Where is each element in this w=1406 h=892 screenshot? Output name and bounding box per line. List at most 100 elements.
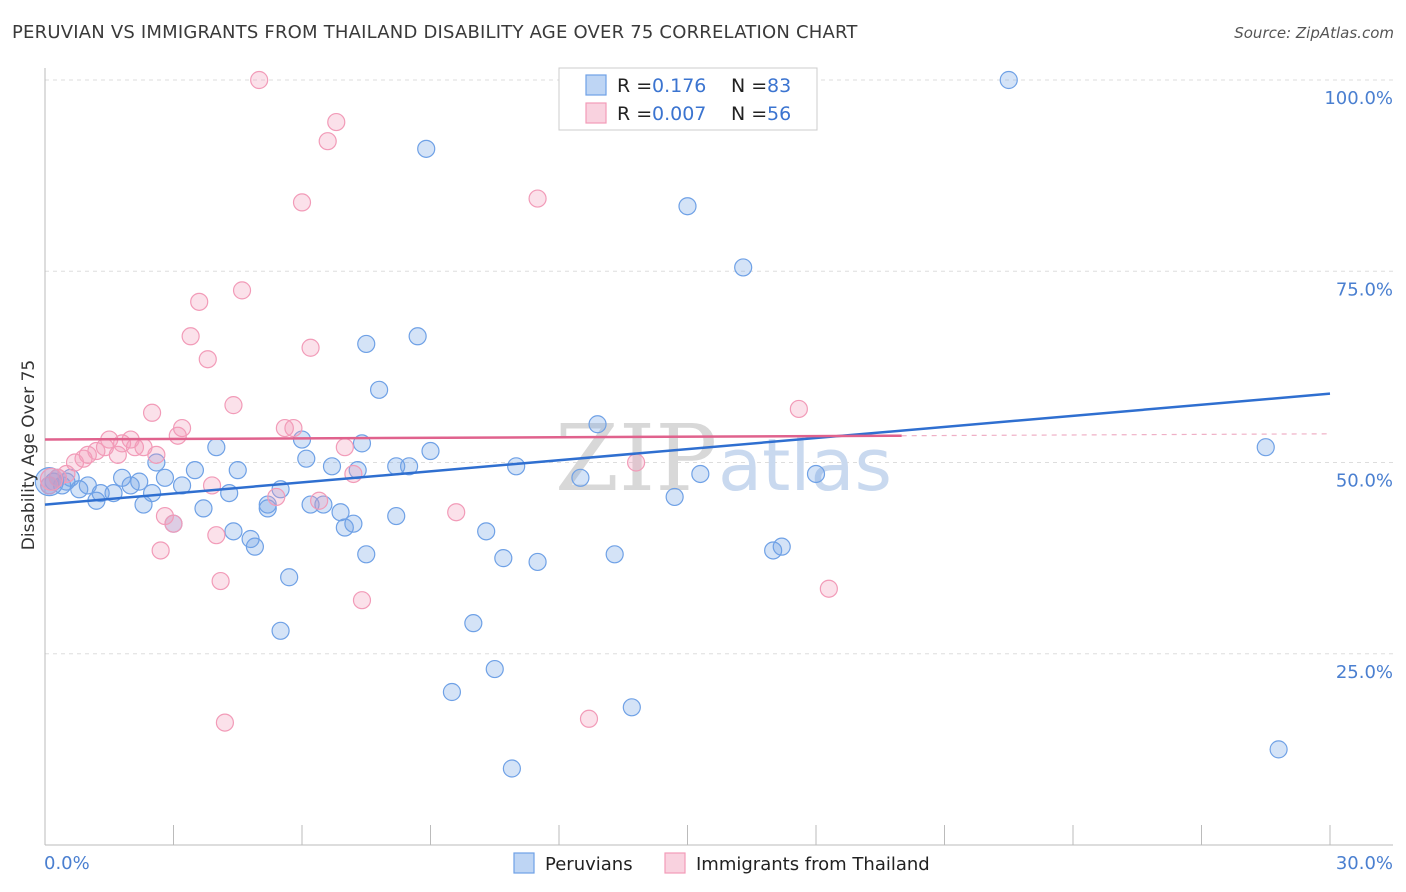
point-series-0 <box>691 464 710 484</box>
point-series-0 <box>70 480 89 499</box>
point-series-0 <box>485 659 504 679</box>
point-series-0 <box>1269 740 1288 759</box>
point-series-0 <box>507 457 526 476</box>
legend-n-value-1: 56 <box>767 103 791 125</box>
x-tick-labels: 0.0% 30.0% <box>44 853 1393 874</box>
y-tick-label: 50.0% <box>1336 471 1393 492</box>
point-series-1-cluster <box>39 467 64 491</box>
legend: R = 0.176 N = 83 R = 0.007 N = 56 <box>558 67 818 131</box>
point-series-0 <box>147 453 166 472</box>
point-series-1 <box>181 327 200 346</box>
data-points <box>34 70 1288 778</box>
point-series-1 <box>344 464 363 484</box>
point-series-1 <box>232 281 252 300</box>
point-series-1 <box>87 441 106 461</box>
point-series-1 <box>190 292 209 311</box>
point-series-0 <box>245 537 264 556</box>
point-series-0 <box>999 70 1018 90</box>
point-series-1 <box>211 571 230 591</box>
point-series-0 <box>297 449 316 468</box>
point-series-0 <box>322 457 342 476</box>
point-series-0 <box>665 487 684 507</box>
point-series-0 <box>130 472 149 491</box>
point-series-0 <box>91 484 110 503</box>
point-series-1 <box>108 445 127 464</box>
legend-swatch-0 <box>585 74 607 96</box>
point-series-1 <box>142 403 162 422</box>
x-tick-label-min: 0.0% <box>44 853 90 874</box>
point-series-0 <box>622 698 641 717</box>
point-series-1 <box>215 713 234 732</box>
point-series-0 <box>357 334 376 354</box>
point-series-1 <box>819 579 838 598</box>
point-series-0 <box>588 415 607 434</box>
gridlines <box>45 79 1393 655</box>
point-series-0 <box>421 441 440 461</box>
point-series-1 <box>78 445 97 464</box>
point-series-1 <box>310 491 329 510</box>
legend-n-label-1: N = <box>731 103 767 125</box>
point-series-0 <box>571 468 590 487</box>
legend-n-value-0: 83 <box>767 75 791 97</box>
point-series-0 <box>417 139 436 158</box>
point-series-1 <box>250 70 269 90</box>
point-series-1 <box>147 445 166 464</box>
point-series-0 <box>464 614 483 633</box>
point-series-0 <box>194 499 213 518</box>
point-series-0 <box>1256 438 1275 457</box>
point-series-0 <box>502 759 521 778</box>
point-series-0 <box>357 545 376 564</box>
trend-line-series-0 <box>44 392 1331 506</box>
point-series-1 <box>207 526 226 545</box>
legend-r-label-0: R = <box>617 75 652 97</box>
point-series-0 <box>301 495 320 514</box>
x-tick-label-max: 30.0% <box>1336 853 1393 874</box>
point-series-1 <box>327 112 346 132</box>
chart-source: Source: ZipAtlas.com <box>1234 24 1394 42</box>
trend-line-series-1 <box>44 434 902 441</box>
point-series-1 <box>284 418 303 438</box>
point-series-1 <box>198 350 217 369</box>
legend-box <box>558 67 818 131</box>
point-series-0 <box>185 461 205 480</box>
point-series-1 <box>352 591 372 610</box>
point-series-0 <box>370 380 389 399</box>
point-series-1 <box>579 709 599 728</box>
y-tick-label: 75.0% <box>1336 279 1393 300</box>
y-tick-label: 25.0% <box>1336 662 1393 683</box>
y-axis-title: Disability Age Over 75 <box>19 360 39 550</box>
point-series-0 <box>280 568 299 587</box>
trend-lines <box>44 392 1331 506</box>
point-series-0 <box>528 552 547 572</box>
point-series-0 <box>155 468 175 487</box>
point-series-0 <box>408 327 427 346</box>
point-series-1 <box>789 399 808 419</box>
bottom-legend-label-1: Immigrants from Thailand <box>696 854 930 875</box>
point-series-1 <box>335 438 354 457</box>
point-series-0 <box>764 541 783 560</box>
point-series-0 <box>142 484 162 503</box>
point-series-1 <box>528 189 547 208</box>
point-series-0 <box>678 197 697 216</box>
bottom-legend-swatch-0 <box>513 852 535 874</box>
legend-r-value-1: 0.007 <box>652 103 706 125</box>
point-series-0 <box>228 461 247 480</box>
point-series-1 <box>626 453 646 472</box>
point-series-1 <box>164 514 183 533</box>
y-tick-labels: 25.0% 50.0% 75.0% 100.0% <box>1324 88 1393 683</box>
point-series-1 <box>318 132 337 151</box>
point-series-0 <box>477 522 496 541</box>
point-series-1 <box>292 193 312 212</box>
point-series-0 <box>806 464 826 484</box>
point-series-0 <box>605 545 624 564</box>
legend-n-label-0: N = <box>731 75 767 97</box>
trend-extension-series-1 <box>901 433 1331 437</box>
point-series-1 <box>224 396 243 415</box>
point-series-0 <box>335 518 354 537</box>
point-series-1 <box>172 418 192 438</box>
point-series-0 <box>494 549 513 568</box>
point-series-0 <box>224 522 243 541</box>
point-series-0 <box>207 438 226 457</box>
point-series-0 <box>344 514 363 533</box>
